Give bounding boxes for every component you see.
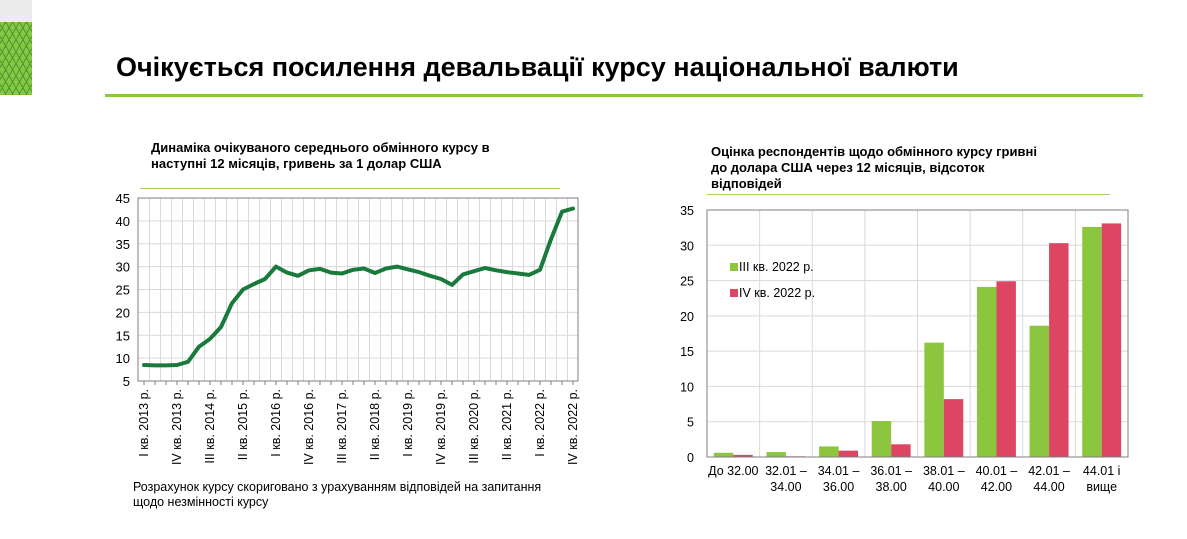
y-tick-label: 40 <box>116 214 130 229</box>
legend-swatch <box>730 263 738 271</box>
x-tick-label: II кв. 2018 р. <box>368 389 382 460</box>
x-tick-label: III кв. 2014 р. <box>203 389 217 464</box>
y-tick-label: 20 <box>116 305 130 320</box>
x-tick-label: IV кв. 2016 р. <box>302 389 316 465</box>
y-tick-label: 35 <box>116 237 130 252</box>
bar-iii-q-2022 <box>819 446 839 457</box>
y-tick-label: 25 <box>680 275 694 289</box>
plot-area <box>137 197 579 382</box>
x-tick-label: I кв. 2013 р. <box>137 389 151 457</box>
x-tick-label: 32.01 – <box>765 464 807 478</box>
bar-chart-title-line: відповідей <box>711 176 782 191</box>
legend-swatch <box>730 289 738 297</box>
x-tick-label: До 32.00 <box>708 464 758 478</box>
bar-iii-q-2022 <box>924 342 944 457</box>
legend-label: III кв. 2022 р. <box>739 260 814 274</box>
bar-iii-q-2022 <box>871 421 892 457</box>
series-line-exchange-rate <box>142 206 575 368</box>
bar-iv-q-2022 <box>1101 223 1122 457</box>
y-tick-label: 0 <box>687 451 694 465</box>
bar-iv-q-2022 <box>733 454 753 457</box>
x-tick-label: IV кв. 2019 р. <box>434 389 448 465</box>
plot-area <box>706 209 1129 458</box>
x-tick-label: II кв. 2015 р. <box>236 389 250 460</box>
corner-decoration-grey <box>0 0 32 22</box>
bar-chart-title-line: Оцінка респондентів щодо обмінного курсу… <box>711 144 1037 159</box>
bar-chart-title-line: до долара США через 12 місяців, відсоток <box>711 160 985 175</box>
x-tick-label: вище <box>1086 480 1117 494</box>
bar-iii-q-2022 <box>976 286 997 457</box>
bar-chart-title: Оцінка респондентів щодо обмінного курсу… <box>711 144 1037 192</box>
y-tick-label: 35 <box>680 204 694 218</box>
y-tick-label: 10 <box>680 380 694 394</box>
x-tick-label: 38.00 <box>876 480 907 494</box>
y-tick-label: 15 <box>116 328 130 343</box>
x-tick-label: I кв. 2019 р. <box>401 389 415 457</box>
x-tick-label: 44.01 і <box>1083 464 1121 478</box>
line-chart-title-divider <box>140 188 560 189</box>
note-line: щодо незмінності курсу <box>133 495 269 509</box>
x-tick-label: III кв. 2020 р. <box>467 389 481 464</box>
x-tick-label: 42.00 <box>981 480 1012 494</box>
y-tick-label: 5 <box>687 416 694 430</box>
bar-iii-q-2022 <box>1082 226 1102 457</box>
line-chart-title-line: Динаміка очікуваного середнього обмінног… <box>151 140 490 155</box>
x-tick-label: 44.00 <box>1033 480 1064 494</box>
y-tick-label: 25 <box>116 283 130 298</box>
bar-iv-q-2022 <box>838 450 859 457</box>
x-tick-label: 42.01 – <box>1028 464 1070 478</box>
y-tick-label: 5 <box>123 374 130 389</box>
bar-chart-title-divider <box>707 194 1110 195</box>
x-tick-label: I кв. 2022 р. <box>533 389 547 457</box>
corner-decoration-pattern <box>0 22 32 95</box>
x-tick-label: 38.01 – <box>923 464 965 478</box>
y-tick-label: 30 <box>116 260 130 275</box>
bar-iii-q-2022 <box>713 452 734 457</box>
x-tick-label: 40.00 <box>928 480 959 494</box>
x-tick-label: 40.01 – <box>976 464 1018 478</box>
x-tick-label: 34.00 <box>770 480 801 494</box>
x-tick-label: IV кв. 2013 р. <box>170 389 184 465</box>
line-chart-title-line: наступні 12 місяців, гривень за 1 долар … <box>151 156 442 171</box>
y-tick-label: 15 <box>680 345 694 359</box>
page-title: Очікується посилення девальвації курсу н… <box>116 52 959 82</box>
y-tick-label: 20 <box>680 310 694 324</box>
x-tick-label: I кв. 2016 р. <box>269 389 283 457</box>
x-tick-label: 36.00 <box>823 480 854 494</box>
x-tick-label: III кв. 2017 р. <box>335 389 349 464</box>
x-tick-label: 36.01 – <box>870 464 912 478</box>
bar-iii-q-2022 <box>1029 325 1050 457</box>
x-tick-label: II кв. 2021 р. <box>500 389 514 460</box>
bar-iii-q-2022 <box>766 452 786 457</box>
bar-iv-q-2022 <box>943 399 964 457</box>
line-chart-note: Розрахунок курсу скориговано з урахуванн… <box>133 480 593 510</box>
y-tick-label: 30 <box>680 239 694 253</box>
legend-label: IV кв. 2022 р. <box>739 286 815 300</box>
bar-iv-q-2022 <box>891 444 911 457</box>
title-divider <box>105 94 1143 97</box>
y-tick-label: 10 <box>116 351 130 366</box>
bar-iv-q-2022 <box>996 281 1016 457</box>
x-tick-label: 34.01 – <box>818 464 860 478</box>
bar-iv-q-2022 <box>1049 243 1069 457</box>
x-tick-label: IV кв. 2022 р. <box>566 389 580 465</box>
y-tick-label: 45 <box>116 191 130 206</box>
line-chart-title: Динаміка очікуваного середнього обмінног… <box>151 140 490 172</box>
note-line: Розрахунок курсу скориговано з урахуванн… <box>133 480 542 494</box>
